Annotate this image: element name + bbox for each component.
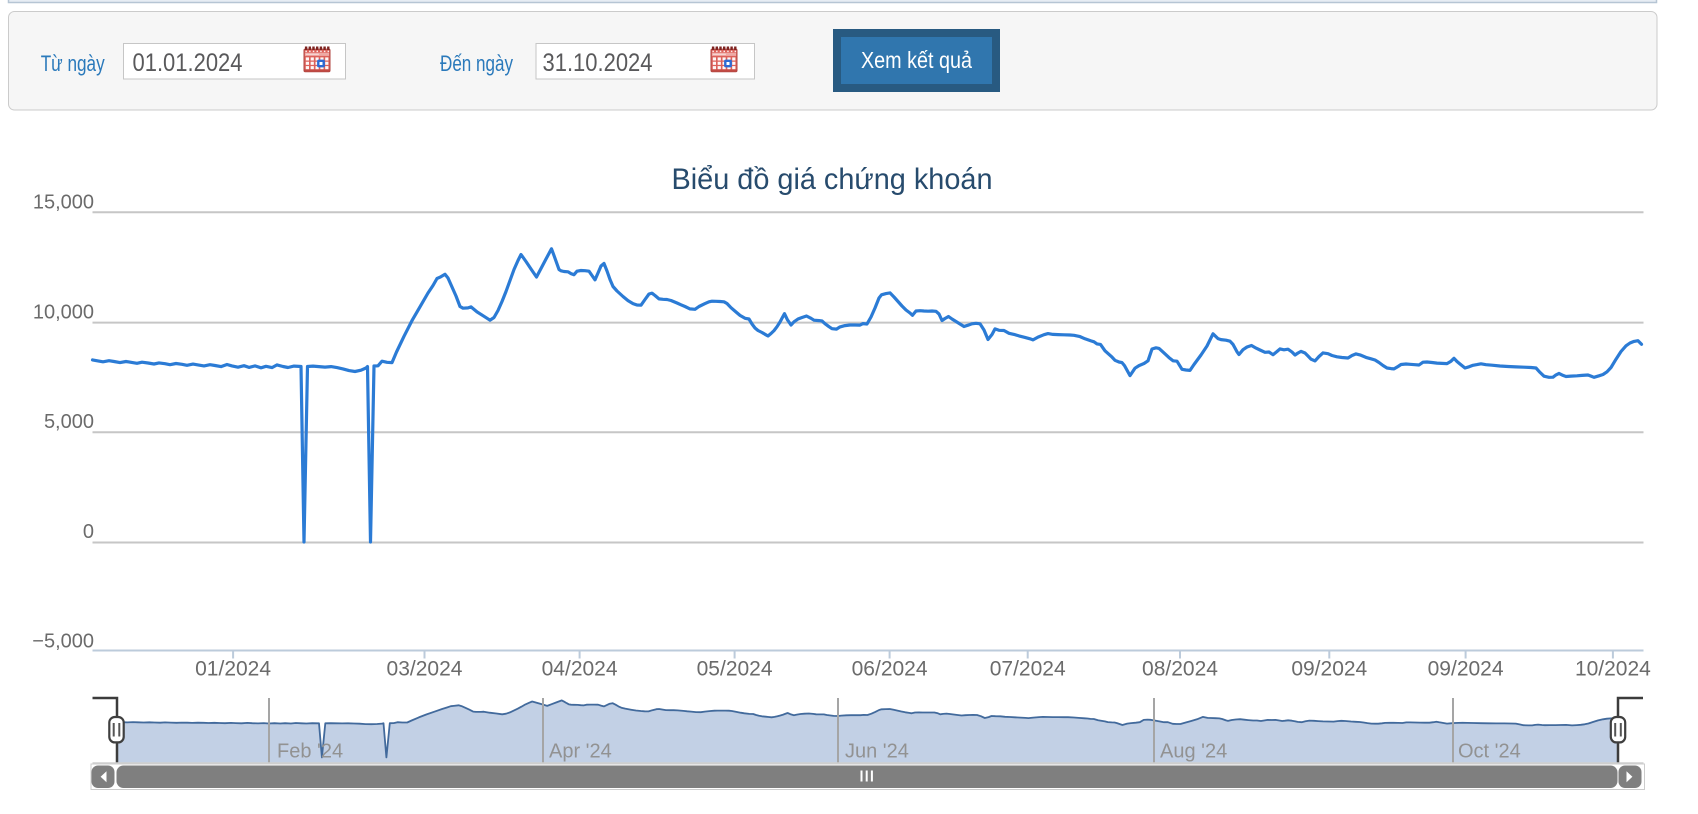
svg-text:Oct '24: Oct '24	[1458, 741, 1521, 763]
svg-text:−5,000: −5,000	[32, 631, 94, 653]
svg-text:Đến ngày: Đến ngày	[440, 51, 513, 76]
svg-text:07/2024: 07/2024	[990, 658, 1066, 681]
svg-text:05/2024: 05/2024	[697, 658, 773, 681]
svg-text:5,000: 5,000	[44, 411, 94, 433]
svg-text:01.01.2024: 01.01.2024	[133, 49, 243, 77]
svg-text:0: 0	[83, 521, 94, 543]
svg-text:Aug '24: Aug '24	[1160, 741, 1227, 763]
svg-text:Biểu đồ giá chứng khoán: Biểu đồ giá chứng khoán	[672, 163, 993, 196]
svg-text:09/2024: 09/2024	[1428, 658, 1504, 681]
svg-text:03/2024: 03/2024	[387, 658, 463, 681]
svg-text:31.10.2024: 31.10.2024	[543, 49, 653, 77]
svg-text:Jun '24: Jun '24	[845, 741, 909, 763]
svg-text:06/2024: 06/2024	[852, 658, 928, 681]
svg-text:01/2024: 01/2024	[195, 658, 271, 681]
svg-text:Từ ngày: Từ ngày	[41, 51, 105, 76]
svg-text:08/2024: 08/2024	[1142, 658, 1218, 681]
svg-text:10,000: 10,000	[33, 302, 94, 324]
svg-text:04/2024: 04/2024	[542, 658, 618, 681]
svg-text:15,000: 15,000	[33, 192, 94, 214]
svg-text:Feb '24: Feb '24	[277, 741, 343, 763]
svg-text:10/2024: 10/2024	[1575, 658, 1651, 681]
svg-text:Xem kết quả: Xem kết quả	[861, 47, 972, 73]
svg-text:Apr '24: Apr '24	[549, 741, 612, 763]
svg-text:09/2024: 09/2024	[1291, 658, 1367, 681]
